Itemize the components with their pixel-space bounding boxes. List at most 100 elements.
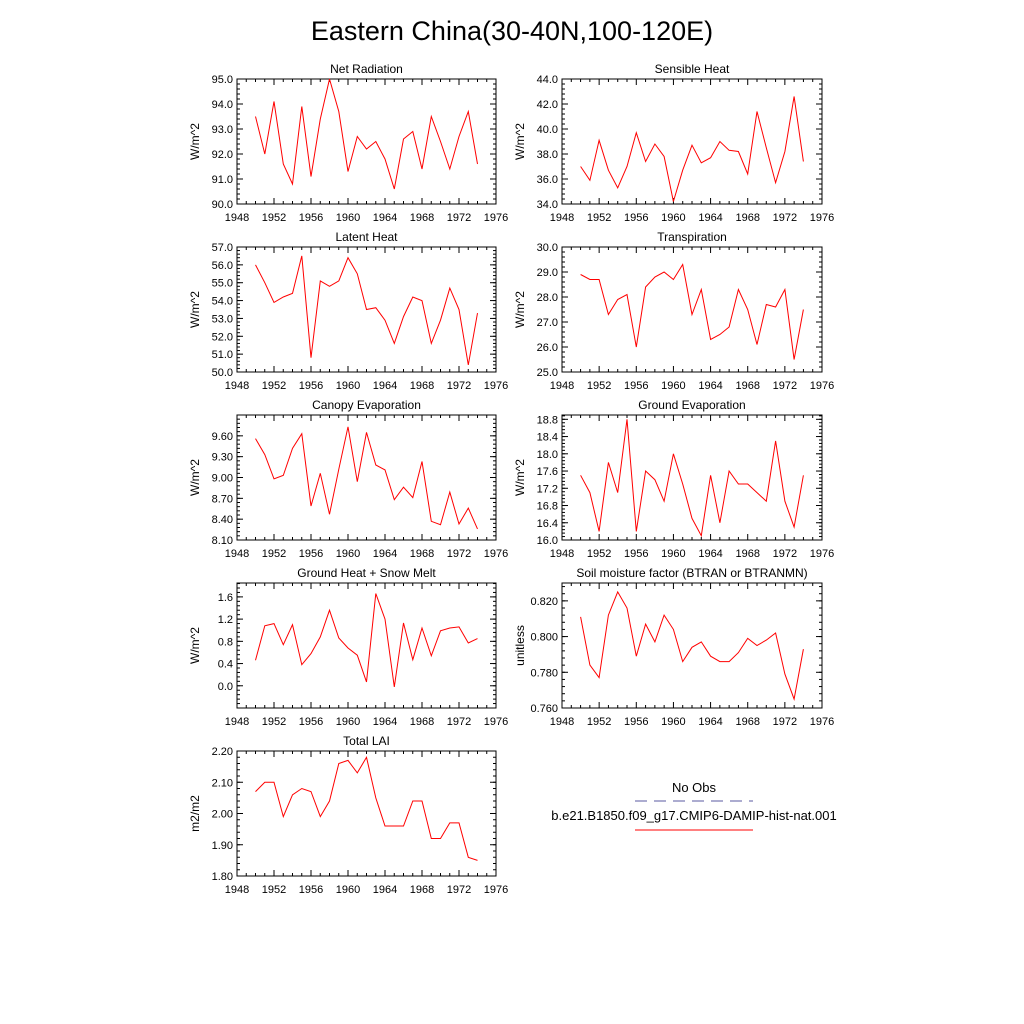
y-tick-label: 16.0: [537, 535, 558, 547]
x-tick-label: 1976: [810, 716, 834, 728]
x-tick-label: 1952: [262, 212, 286, 224]
panel-2: Sensible Heat 1948 1952 1956 1960 1964 1968 197…: [513, 62, 834, 224]
panel-1: Net Radiation 1948 1952 1956 1960 1964 1968 197…: [188, 62, 508, 224]
x-tick-label: 1976: [484, 716, 508, 728]
x-tick-label: 1976: [484, 380, 508, 392]
y-tick-label: 27.0: [537, 317, 558, 329]
y-axis-label: W/m^2: [513, 459, 527, 496]
series-line-1: [255, 426, 478, 530]
x-tick-label: 1964: [373, 548, 397, 560]
x-tick-label: 1956: [624, 716, 648, 728]
series-line-1: [255, 78, 478, 190]
x-tick-label: 1972: [447, 380, 471, 392]
series-line-1: [580, 419, 804, 538]
y-axis-label: m2/m2: [188, 795, 202, 832]
x-tick-label: 1952: [262, 716, 286, 728]
y-axis-label: W/m^2: [188, 291, 202, 328]
y-tick-label: 0.780: [530, 667, 558, 679]
x-tick-label: 1960: [336, 548, 360, 560]
y-tick-label: 0.0: [218, 681, 233, 693]
y-tick-label: 18.8: [537, 414, 558, 426]
series-line-1: [255, 255, 478, 365]
y-tick-label: 17.6: [537, 466, 558, 478]
x-tick-label: 1952: [587, 548, 611, 560]
y-tick-label: 16.8: [537, 501, 558, 513]
legend-label-model: b.e21.B1850.f09_g17.CMIP6-DAMIP-hist-nat…: [551, 808, 836, 823]
y-tick-label: 18.4: [537, 432, 558, 444]
y-tick-label: 44.0: [537, 74, 558, 86]
x-tick-label: 1960: [336, 884, 360, 896]
x-tick-label: 1948: [225, 212, 249, 224]
y-tick-label: 30.0: [537, 242, 558, 254]
x-tick-label: 1972: [447, 212, 471, 224]
x-tick-label: 1960: [336, 212, 360, 224]
x-tick-label: 1968: [735, 548, 759, 560]
panel-title: Soil moisture factor (BTRAN or BTRANMN): [576, 566, 807, 580]
panel-6: Ground Evaporation 1948 1952 1956 1960 1964 19…: [513, 398, 834, 560]
y-tick-label: 0.4: [218, 659, 233, 671]
x-tick-label: 1968: [410, 212, 434, 224]
y-tick-label: 16.4: [537, 518, 558, 530]
x-tick-label: 1948: [225, 884, 249, 896]
y-tick-label: 38.0: [537, 149, 558, 161]
x-tick-label: 1964: [698, 716, 722, 728]
panel-title: Transpiration: [657, 230, 727, 244]
x-tick-label: 1968: [410, 380, 434, 392]
x-tick-label: 1976: [484, 212, 508, 224]
y-tick-label: 8.70: [212, 493, 233, 505]
x-tick-label: 1964: [373, 884, 397, 896]
y-tick-label: 51.0: [212, 349, 233, 361]
x-tick-label: 1972: [773, 716, 797, 728]
x-tick-label: 1952: [262, 548, 286, 560]
x-tick-label: 1948: [550, 548, 574, 560]
x-tick-label: 1960: [336, 380, 360, 392]
y-tick-label: 0.760: [530, 703, 558, 715]
y-tick-label: 53.0: [212, 313, 233, 325]
x-tick-label: 1976: [810, 548, 834, 560]
x-tick-label: 1968: [735, 716, 759, 728]
x-tick-label: 1948: [550, 212, 574, 224]
y-tick-label: 55.0: [212, 278, 233, 290]
y-tick-label: 9.60: [212, 431, 233, 443]
x-tick-label: 1956: [299, 716, 323, 728]
y-tick-label: 42.0: [537, 99, 558, 111]
y-tick-label: 90.0: [212, 199, 233, 211]
panel-title: Latent Heat: [335, 230, 398, 244]
x-tick-label: 1964: [698, 548, 722, 560]
x-tick-label: 1964: [698, 380, 722, 392]
panel-8: Soil moisture factor (BTRAN or BTRANMN) 1…: [513, 566, 834, 728]
x-tick-label: 1948: [225, 548, 249, 560]
y-tick-label: 0.800: [530, 632, 558, 644]
x-tick-label: 1976: [810, 212, 834, 224]
x-tick-label: 1956: [299, 548, 323, 560]
series-line-1: [255, 755, 478, 861]
x-tick-label: 1976: [810, 380, 834, 392]
x-tick-label: 1968: [735, 380, 759, 392]
series-line-1: [580, 263, 804, 360]
x-tick-label: 1964: [373, 380, 397, 392]
x-tick-label: 1968: [410, 548, 434, 560]
x-tick-label: 1956: [299, 884, 323, 896]
plot-frame: [561, 414, 823, 541]
panel-title: Net Radiation: [330, 62, 403, 76]
x-tick-label: 1952: [587, 212, 611, 224]
panel-title: Sensible Heat: [655, 62, 730, 76]
series-line-1: [580, 590, 804, 701]
x-tick-label: 1972: [447, 716, 471, 728]
panel-title: Ground Heat + Snow Melt: [297, 566, 436, 580]
x-tick-label: 1960: [661, 212, 685, 224]
panels: Net Radiation 1948 1952 1956 1960 1964 1968 197…: [188, 62, 834, 896]
x-tick-label: 1952: [262, 380, 286, 392]
x-tick-label: 1972: [447, 548, 471, 560]
y-tick-label: 50.0: [212, 367, 233, 379]
x-tick-label: 1956: [624, 212, 648, 224]
series-line-1: [580, 96, 804, 202]
plot-frame: [561, 246, 823, 373]
y-axis-label: W/m^2: [513, 291, 527, 328]
y-tick-label: 29.0: [537, 267, 558, 279]
y-tick-label: 40.0: [537, 124, 558, 136]
y-tick-label: 26.0: [537, 342, 558, 354]
x-tick-label: 1960: [661, 548, 685, 560]
y-tick-label: 0.820: [530, 596, 558, 608]
y-tick-label: 36.0: [537, 174, 558, 186]
